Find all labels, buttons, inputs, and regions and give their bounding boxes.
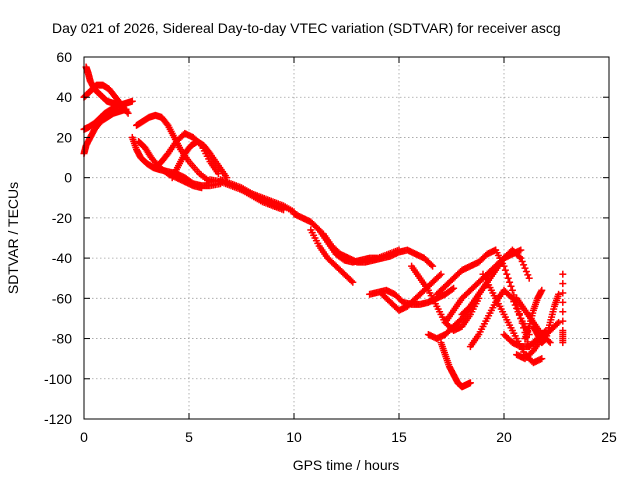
point-30-5-0 [555, 318, 563, 326]
y-tick-label-6: 0 [64, 170, 72, 186]
point-25-1-4 [506, 278, 514, 286]
point-25-2-0 [508, 286, 516, 294]
series-arc17 [378, 270, 445, 314]
point-31-0-0 [559, 270, 567, 278]
y-tick-label-2: -80 [52, 331, 72, 347]
chart-title: Day 021 of 2026, Sidereal Day-to-day VTE… [52, 20, 561, 36]
point-11-4-0 [280, 204, 287, 212]
point-22-7-2 [520, 261, 528, 269]
point-1-10-0 [128, 97, 136, 105]
x-tick-label-1: 5 [185, 429, 193, 445]
point-31-0-3 [559, 298, 567, 306]
y-tick-labels: -120 -100 -80 -60 -40 -20 0 20 40 60 [44, 49, 72, 427]
series-arc8 [168, 137, 231, 182]
y-tick-label-8: 40 [56, 89, 72, 105]
y-tick-label-4: -40 [52, 250, 72, 266]
point-2-8-0 [122, 105, 130, 113]
point-16-7-0 [437, 270, 445, 278]
series-arc14 [307, 226, 357, 286]
point-25-3-1 [518, 319, 526, 327]
y-tick-label-1: -100 [44, 371, 72, 387]
point-25-1-2 [503, 270, 511, 278]
y-axis-label: SDTVAR / TECUs [5, 182, 21, 294]
point-21-9-0 [517, 246, 525, 254]
grid-lines [84, 57, 609, 419]
series-arc4 [80, 101, 122, 133]
point-22-7-0 [517, 254, 525, 262]
point-31-0-4 [559, 308, 567, 316]
point-25-1-1 [501, 266, 509, 274]
y-tick-label-5: -20 [52, 210, 72, 226]
point-29-6-0 [555, 290, 563, 298]
point-22-6-5 [515, 253, 523, 261]
series-arc9 [135, 137, 206, 192]
series-arc20 [437, 339, 474, 391]
point-31-0-1 [559, 280, 567, 288]
point-22-7-1 [518, 257, 526, 265]
series-arc15 [319, 230, 437, 270]
point-28-4-0 [538, 286, 546, 294]
point-14-12-5 [427, 261, 435, 269]
x-tick-label-5: 25 [601, 429, 617, 445]
series-arc12 [238, 186, 287, 212]
x-axis-label: GPS time / hours [293, 457, 400, 473]
point-19-7-0 [466, 379, 474, 387]
y-tick-label-9: 60 [56, 49, 72, 65]
point-22-7-4 [522, 268, 530, 276]
point-31-2-0 [559, 339, 567, 347]
point-25-2-5 [515, 310, 523, 318]
point-3-6-0 [114, 101, 122, 109]
point-31-0-2 [559, 289, 567, 297]
point-13-5-0 [349, 278, 357, 286]
point-22-7-3 [521, 264, 529, 272]
point-24-7-0 [538, 355, 546, 363]
x-tick-label-3: 15 [391, 429, 407, 445]
series-arc3 [80, 105, 130, 158]
point-22-7-5 [524, 271, 532, 279]
point-30-4-5 [553, 320, 561, 328]
point-8-8-0 [198, 184, 206, 192]
axis-ticks [83, 56, 610, 420]
point-14-13-0 [429, 262, 437, 270]
point-13-4-5 [347, 277, 355, 285]
x-tick-label-0: 0 [80, 429, 88, 445]
plot-frame [83, 56, 610, 420]
x-tick-label-4: 20 [496, 429, 512, 445]
y-tick-label-3: -60 [52, 290, 72, 306]
series-arc32 [559, 270, 567, 347]
series-arc21 [433, 246, 500, 298]
y-tick-label-0: -120 [44, 411, 72, 427]
point-15-9-5 [448, 285, 456, 293]
point-0-8-0 [124, 109, 132, 117]
point-16-6-5 [436, 272, 444, 280]
y-tick-label-7: 20 [56, 129, 72, 145]
point-25-1-5 [507, 282, 515, 290]
series-arc31 [513, 318, 563, 363]
point-25-3-0 [517, 314, 525, 322]
point-25-1-0 [500, 262, 508, 270]
point-15-10-0 [450, 284, 458, 292]
series-arc29 [521, 286, 546, 343]
x-tick-label-2: 10 [286, 429, 302, 445]
point-25-1-3 [504, 274, 512, 282]
point-31-0-5 [559, 317, 567, 325]
point-22-8-0 [525, 274, 533, 282]
x-tick-labels: 0 5 10 15 20 25 [80, 429, 617, 445]
data-points [80, 63, 567, 391]
point-26-4-0 [546, 339, 554, 347]
